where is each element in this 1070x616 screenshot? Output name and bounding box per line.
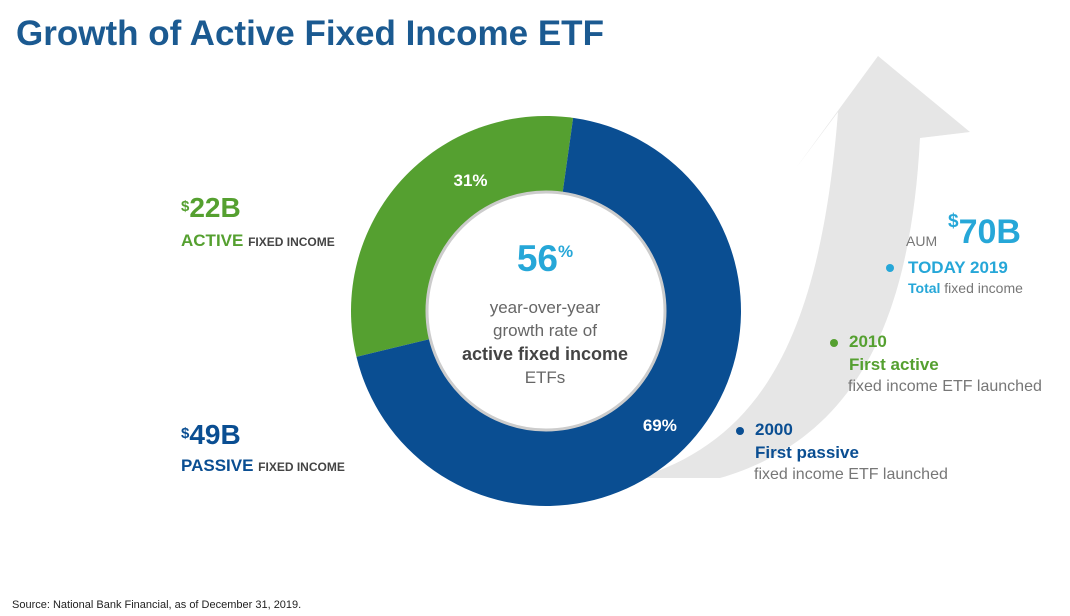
donut-inner-ring	[425, 190, 667, 432]
today-desc: Total fixed income	[908, 280, 1023, 296]
aum-currency: $	[948, 211, 959, 232]
active-label-small: FIXED INCOME	[248, 235, 335, 249]
y2000-sub: fixed income ETF launched	[754, 466, 948, 483]
today-dot-icon	[886, 264, 894, 272]
aum-amount: 70B	[958, 213, 1021, 251]
center-line-4: ETFs	[524, 368, 566, 387]
center-line-1: year-over-year	[489, 298, 601, 317]
today-sub: fixed income	[944, 280, 1023, 296]
page-title: Growth of Active Fixed Income ETF	[16, 14, 604, 53]
center-unit: %	[558, 242, 574, 261]
active-label: ACTIVE FIXED INCOME	[181, 231, 335, 251]
passive-amount: $49B	[181, 420, 241, 450]
y2010-year: 2010	[849, 332, 887, 351]
center-line-2: growth rate of	[493, 321, 597, 340]
today-year: TODAY 2019	[908, 258, 1008, 277]
today-head: Total	[908, 280, 941, 296]
passive-currency: $	[181, 425, 190, 442]
passive-amount-value: 49B	[189, 419, 241, 450]
active-label-strong: ACTIVE	[181, 231, 244, 250]
center-value: 56	[516, 238, 559, 279]
y2010-dot-icon	[830, 339, 838, 347]
center-growth-value: 56%	[440, 238, 650, 280]
active-amount: $22B	[181, 193, 241, 223]
center-line-3: active fixed income	[461, 344, 629, 364]
growth-arrow-icon	[638, 56, 970, 478]
source-note: Source: National Bank Financial, as of D…	[12, 599, 302, 611]
y2000-dot-icon	[736, 427, 744, 435]
passive-label: PASSIVE FIXED INCOME	[181, 456, 345, 476]
passive-label-small: FIXED INCOME	[258, 460, 345, 474]
y2010-sub: fixed income ETF launched	[848, 378, 1042, 395]
y2000-year: 2000	[755, 420, 793, 439]
y2010-head: First active	[849, 355, 939, 374]
slice-active-label: 31%	[453, 171, 487, 190]
passive-label-strong: PASSIVE	[181, 456, 254, 475]
active-amount-value: 22B	[189, 192, 241, 223]
aum-value: $70B	[948, 211, 1021, 252]
active-currency: $	[181, 198, 190, 215]
y2000-head: First passive	[755, 443, 859, 462]
slice-passive-label: 69%	[643, 416, 677, 435]
aum-label: AUM	[906, 233, 938, 249]
